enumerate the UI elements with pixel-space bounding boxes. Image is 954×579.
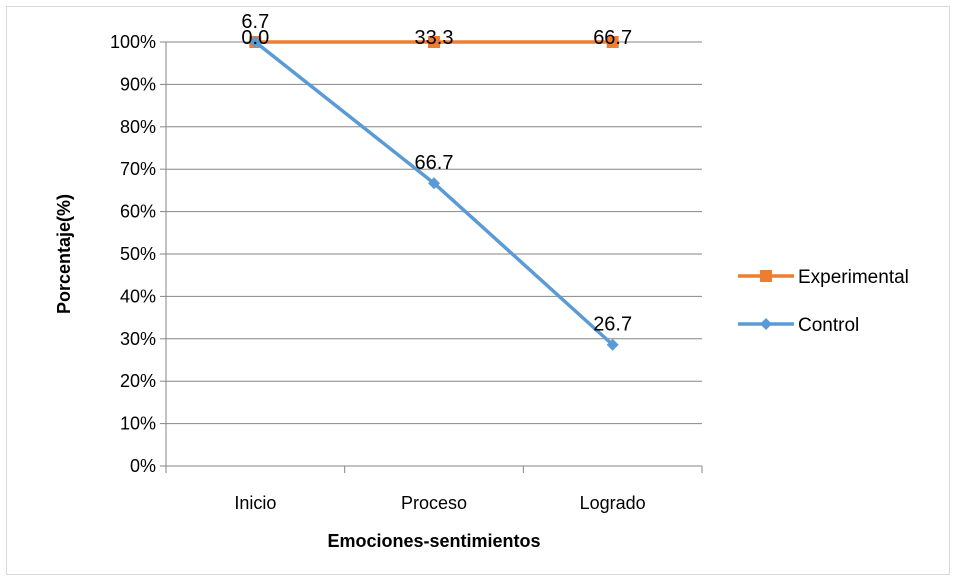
y-tick-label: 90% xyxy=(120,74,156,94)
y-tick-labels: 0% 10% 20% 30% 40% 50% 60% 70% 80% 90% 100% xyxy=(110,32,156,476)
y-tick-label: 80% xyxy=(120,117,156,137)
marker-square xyxy=(606,36,619,48)
legend-label: Experimental xyxy=(798,267,909,288)
x-tick-label: Inicio xyxy=(234,493,276,513)
y-tick-label: 20% xyxy=(120,371,156,391)
y-tick-label: 0% xyxy=(130,456,156,476)
y-tick-label: 40% xyxy=(120,286,156,306)
marker-square xyxy=(428,36,440,48)
data-label-experimental: 0.0 xyxy=(241,27,269,49)
x-axis-title: Emociones-sentimientos xyxy=(327,531,540,551)
data-label-control: 66.7 xyxy=(415,152,454,174)
series-line-control xyxy=(254,40,614,347)
marker-square xyxy=(760,270,772,282)
y-tick-label: 60% xyxy=(120,202,156,222)
y-tick-label: 100% xyxy=(110,32,156,52)
chart-frame xyxy=(6,6,950,575)
legend-item-control[interactable]: Control xyxy=(738,315,859,336)
marker-diamond xyxy=(249,36,262,48)
data-label-experimental: 33.3 xyxy=(415,27,454,49)
y-tick-label: 50% xyxy=(120,244,156,264)
x-tick-label: Logrado xyxy=(580,493,646,513)
series-layer xyxy=(249,36,619,351)
y-tick-label: 10% xyxy=(120,414,156,434)
y-tick-label: 30% xyxy=(120,329,156,349)
x-tick-label: Proceso xyxy=(401,493,467,513)
marker-diamond xyxy=(760,318,772,330)
data-labels: 0.0 33.3 66.7 6.7 66.7 26.7 xyxy=(241,11,632,336)
marker-diamond xyxy=(428,177,440,190)
x-tick-labels: Inicio Proceso Logrado xyxy=(234,493,645,513)
gridlines xyxy=(160,41,703,473)
data-label-control: 26.7 xyxy=(593,314,632,336)
axes xyxy=(165,42,702,467)
y-tick-label: 70% xyxy=(120,159,156,179)
marker-diamond xyxy=(606,338,619,351)
y-axis-title: Porcentaje(%) xyxy=(54,194,74,314)
data-label-experimental: 66.7 xyxy=(593,27,632,49)
data-label-control: 6.7 xyxy=(241,11,269,33)
legend-item-experimental[interactable]: Experimental xyxy=(738,267,909,288)
legend[interactable]: Experimental Control xyxy=(738,267,909,336)
legend-label: Control xyxy=(798,315,859,336)
